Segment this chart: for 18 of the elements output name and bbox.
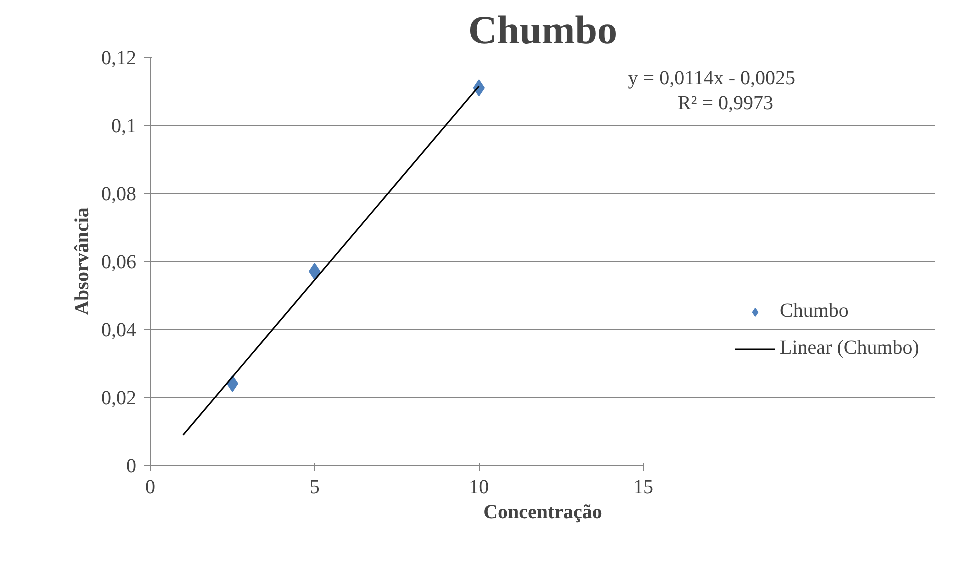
x-tick-label: 5 — [310, 476, 320, 498]
x-tick-label: 0 — [146, 476, 156, 498]
y-tick-label: 0,04 — [102, 320, 136, 342]
y-tick-label: 0,12 — [102, 48, 136, 70]
legend-label: Chumbo — [780, 300, 849, 323]
y-tick-label: 0 — [126, 456, 136, 478]
y-tick-label: 0,02 — [102, 388, 136, 410]
x-tick-label: 10 — [469, 476, 490, 498]
y-tick-label: 0,08 — [102, 184, 136, 206]
x-axis-title: Concentração — [484, 502, 602, 524]
legend-label: Linear (Chumbo) — [780, 337, 920, 360]
y-axis-title: Absorvância — [72, 208, 94, 316]
x-tick-label: 15 — [634, 476, 654, 498]
y-tick-label: 0,06 — [102, 252, 136, 274]
chart-title: Chumbo — [468, 8, 618, 52]
annotation: y = 0,0114x - 0,0025 — [628, 68, 796, 90]
text: R² = 0,9973 — [678, 92, 774, 114]
y-tick-label: 0,1 — [112, 116, 136, 138]
